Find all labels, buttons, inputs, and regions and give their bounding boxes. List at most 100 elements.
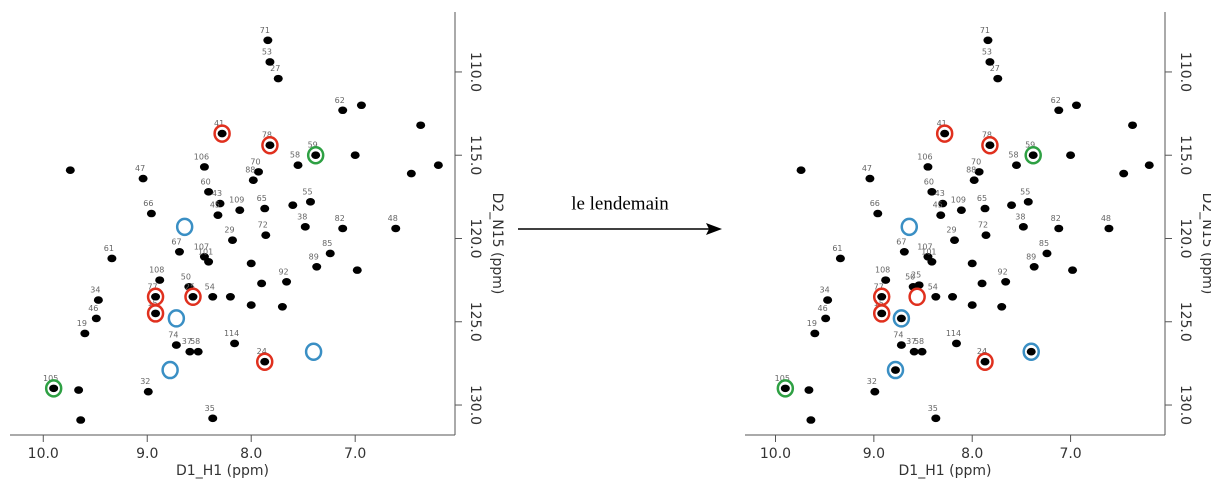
peak	[1023, 198, 1033, 206]
peak	[936, 211, 946, 219]
peak-label: 89	[1026, 252, 1036, 261]
peak	[890, 366, 900, 374]
peak	[927, 188, 937, 196]
peak-label: 92	[998, 267, 1008, 276]
peak	[969, 176, 979, 185]
peak	[199, 163, 209, 171]
peak-label: 19	[77, 319, 87, 328]
peak	[193, 347, 203, 356]
peak	[253, 168, 263, 176]
peak	[282, 277, 292, 286]
peak-label: 106	[194, 152, 209, 161]
peak	[204, 188, 214, 196]
x-axis-title: D1_H1 (ppm)	[899, 463, 992, 479]
peak-label: 58	[1008, 151, 1018, 160]
peak	[877, 309, 887, 318]
peak-label: 74	[893, 331, 903, 340]
peak	[356, 101, 366, 110]
peak-label: 105	[43, 374, 58, 383]
peak-label: 50	[181, 272, 191, 281]
peak-label: 55	[1020, 187, 1030, 196]
peak	[821, 314, 831, 323]
peak-label: 107	[194, 242, 209, 251]
peak	[951, 339, 961, 348]
peak	[312, 262, 322, 271]
peak	[65, 166, 75, 175]
peak	[261, 231, 271, 239]
peak	[260, 204, 270, 213]
highlight-circle	[146, 304, 165, 323]
peak-label: 92	[278, 267, 288, 276]
peak-label: 77	[874, 282, 884, 291]
peak	[927, 258, 937, 266]
peak-label: 48	[1101, 214, 1111, 223]
peak-label: 101	[921, 247, 936, 256]
y-tick-label: 115.0	[467, 135, 483, 175]
peak	[305, 198, 315, 206]
peak	[416, 121, 426, 130]
peak	[246, 301, 256, 309]
peak-label: 53	[982, 47, 992, 56]
peak-label: 58	[914, 337, 924, 346]
peak	[213, 211, 223, 219]
peak-label: 107	[917, 242, 932, 251]
peak	[917, 347, 927, 356]
peak-label: 47	[135, 164, 145, 173]
peak-label: 88	[966, 166, 976, 175]
peak	[1029, 262, 1039, 271]
peak	[1066, 151, 1076, 160]
highlight-circle	[976, 352, 994, 371]
peak	[235, 206, 245, 214]
x-tick-label: 8.0	[961, 446, 983, 462]
peak	[151, 309, 161, 318]
arrow-head	[706, 223, 722, 235]
peak-label: 61	[832, 244, 842, 253]
peak	[1028, 151, 1038, 160]
peak	[1011, 161, 1021, 170]
peak	[948, 292, 958, 301]
peak	[74, 386, 84, 394]
peak-label: 70	[250, 157, 260, 166]
peak	[155, 276, 165, 284]
x-axis-title: D1_H1 (ppm)	[176, 463, 269, 479]
peak	[931, 414, 941, 423]
peak	[146, 209, 156, 218]
peak	[225, 292, 235, 301]
peak	[257, 279, 267, 288]
peak	[138, 174, 148, 183]
peak	[311, 151, 321, 160]
peak	[260, 357, 270, 366]
peak	[171, 341, 181, 349]
peak-label: 82	[335, 214, 345, 223]
peak	[997, 302, 1007, 311]
peak-label: 48	[388, 214, 398, 223]
highlight-circle	[261, 135, 279, 155]
peak	[1042, 249, 1052, 258]
peak-label: 58	[290, 151, 300, 160]
highlight-circle	[892, 309, 911, 328]
peak-label: 29	[946, 226, 956, 235]
peak	[950, 236, 960, 244]
peak	[325, 249, 335, 258]
peak	[909, 347, 919, 356]
peak-label: 41	[937, 119, 947, 128]
peak-label: 72	[258, 221, 268, 230]
highlight-circle	[44, 379, 63, 398]
peak-label: 71	[980, 26, 990, 35]
peak	[796, 166, 806, 175]
peak	[914, 281, 924, 289]
highlight-circle	[872, 304, 891, 323]
y-tick-label: 125.0	[1177, 302, 1193, 342]
peak-label: 67	[171, 237, 181, 246]
highlight-circle	[776, 379, 795, 398]
peak	[1144, 161, 1154, 170]
peak	[877, 292, 887, 301]
peak	[350, 151, 360, 160]
peak	[338, 224, 348, 233]
peak-label: 25	[911, 271, 921, 280]
peak	[1007, 201, 1017, 209]
y-axis-title: D2_N15 (ppm)	[1199, 193, 1211, 295]
x-tick-label: 8.0	[240, 446, 262, 462]
peak	[80, 329, 90, 338]
peak	[208, 414, 218, 423]
